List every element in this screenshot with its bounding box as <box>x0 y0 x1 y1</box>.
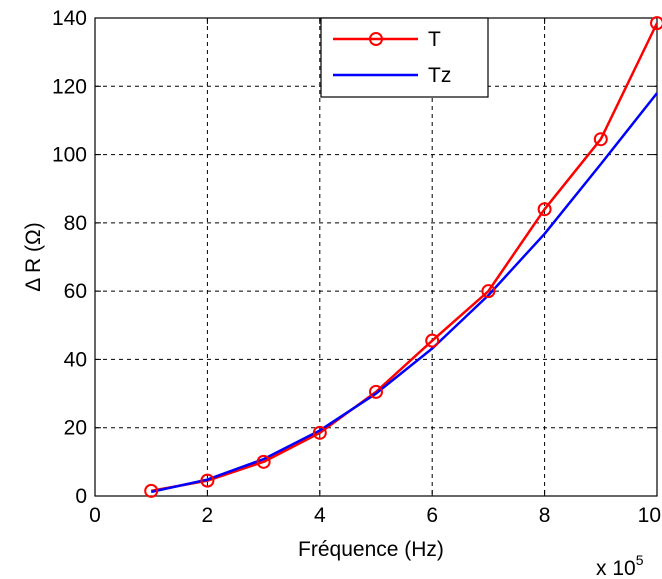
x-axis-title: Fréquence (Hz) <box>298 538 444 561</box>
y-tick-label: 120 <box>52 75 87 98</box>
y-axis-title: Δ R (Ω) <box>22 222 45 291</box>
series-line-t <box>150 22 659 493</box>
y-tick-label: 80 <box>64 212 87 235</box>
data-point-t <box>256 454 271 469</box>
y-tick-label: 100 <box>52 144 87 167</box>
y-tick-label: 20 <box>64 417 87 440</box>
data-point-t <box>593 132 608 147</box>
legend-marker-t <box>369 32 383 46</box>
x-tick-label: 2 <box>202 504 214 527</box>
x-tick-label: 4 <box>314 504 326 527</box>
data-point-t <box>425 333 440 348</box>
x-axis-multiplier: x 105 <box>596 552 644 579</box>
y-tick-label: 0 <box>75 485 87 508</box>
x-tick-label: 8 <box>539 504 551 527</box>
data-point-t <box>650 16 662 31</box>
y-tick-label: 60 <box>64 280 87 303</box>
x-axis-multiplier-base: x 10 <box>596 557 636 579</box>
legend-box <box>320 17 489 98</box>
x-tick-label: 10 <box>638 504 661 527</box>
data-point-t <box>312 425 327 440</box>
data-point-t <box>481 284 496 299</box>
data-point-t <box>200 473 215 488</box>
data-point-t <box>144 483 159 498</box>
series-line-tz <box>150 92 658 494</box>
legend: T Tz <box>320 17 489 98</box>
legend-label-t: T <box>428 28 441 51</box>
y-tick-label: 40 <box>64 348 87 371</box>
legend-label-tz: Tz <box>428 64 451 87</box>
x-tick-label: 6 <box>426 504 438 527</box>
x-axis-multiplier-exponent: 5 <box>636 552 644 568</box>
x-tick-label: 0 <box>89 504 101 527</box>
y-tick-label: 140 <box>52 7 87 30</box>
series-group <box>144 16 662 498</box>
data-point-t <box>537 202 552 217</box>
plot-background <box>95 18 657 496</box>
data-point-t <box>369 384 383 399</box>
